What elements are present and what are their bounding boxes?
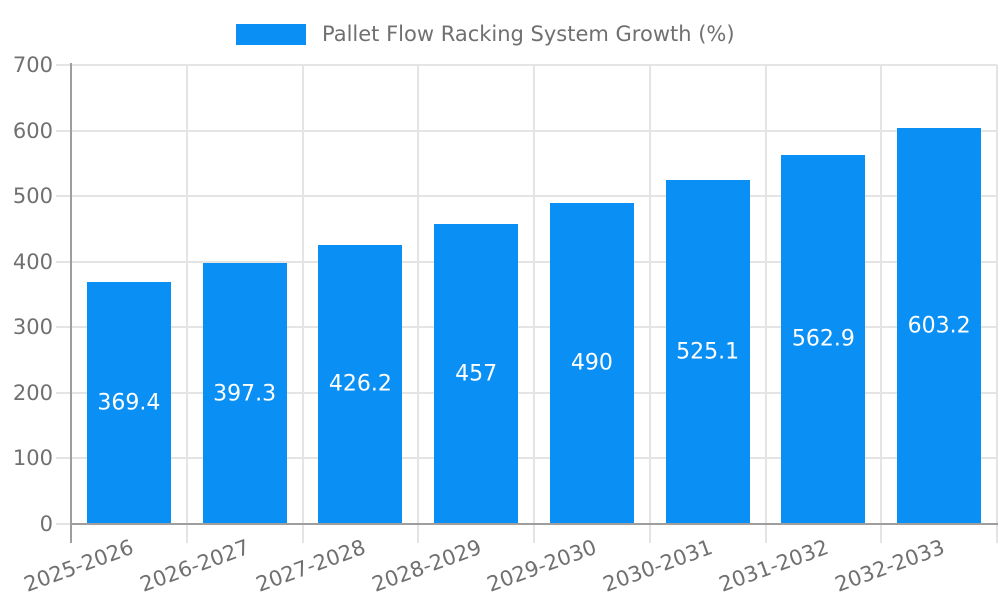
bar: 562.9 (781, 154, 866, 524)
x-tick-label: 2027-2028 (252, 535, 369, 597)
bar: 490 (549, 202, 634, 524)
h-gridline (56, 64, 997, 66)
bar: 603.2 (897, 128, 982, 524)
v-gridline (880, 65, 883, 543)
v-gridline (185, 65, 188, 543)
y-tick-label: 700 (12, 53, 53, 77)
legend-label: Pallet Flow Racking System Growth (%) (322, 22, 735, 46)
legend: Pallet Flow Racking System Growth (%) (236, 22, 735, 46)
x-tick-label: 2025-2026 (21, 535, 138, 597)
y-tick-label: 100 (12, 446, 53, 471)
x-tick-label: 2029-2030 (484, 535, 601, 597)
legend-swatch (236, 23, 306, 45)
v-gridline (533, 65, 535, 543)
bar-value-label: 603.2 (907, 313, 971, 339)
y-tick-label: 400 (12, 249, 53, 274)
x-tick-label: 2032-2033 (831, 535, 948, 597)
bar: 397.3 (202, 263, 287, 524)
bar-value-label: 562.9 (791, 326, 855, 352)
x-tick-label: 2031-2032 (715, 535, 832, 597)
y-tick-label: 200 (12, 380, 53, 405)
bar-value-label: 457 (455, 361, 498, 387)
y-tick (56, 523, 71, 525)
v-gridline (648, 65, 651, 543)
bar-value-label: 426.2 (328, 371, 392, 397)
bar-value-label: 490 (570, 350, 613, 376)
bar: 457 (434, 224, 519, 524)
x-tick-label: 2028-2029 (368, 535, 485, 597)
v-gridline (764, 65, 767, 543)
y-tick-label: 300 (12, 315, 53, 340)
y-tick-label: 600 (12, 118, 53, 143)
v-gridline (417, 65, 420, 543)
h-gridline (56, 326, 997, 329)
bar: 525.1 (665, 179, 750, 524)
y-tick-label: 0 (39, 512, 53, 536)
bar: 369.4 (86, 281, 171, 524)
y-tick-label: 500 (12, 184, 53, 209)
bar-value-label: 525.1 (676, 339, 740, 365)
x-tick-label: 2030-2031 (600, 535, 716, 597)
v-gridline (996, 65, 998, 543)
bar-value-label: 397.3 (213, 381, 277, 407)
y-axis-line (70, 63, 72, 543)
h-gridline (56, 457, 997, 460)
h-gridline (56, 260, 997, 263)
h-gridline (56, 391, 997, 394)
bar-value-label: 369.4 (97, 390, 161, 416)
h-gridline (56, 195, 997, 198)
h-gridline (56, 129, 997, 132)
x-tick-label: 2026-2027 (137, 535, 253, 597)
x-axis-line (70, 523, 998, 525)
bar: 426.2 (318, 244, 403, 524)
v-gridline (301, 65, 304, 543)
